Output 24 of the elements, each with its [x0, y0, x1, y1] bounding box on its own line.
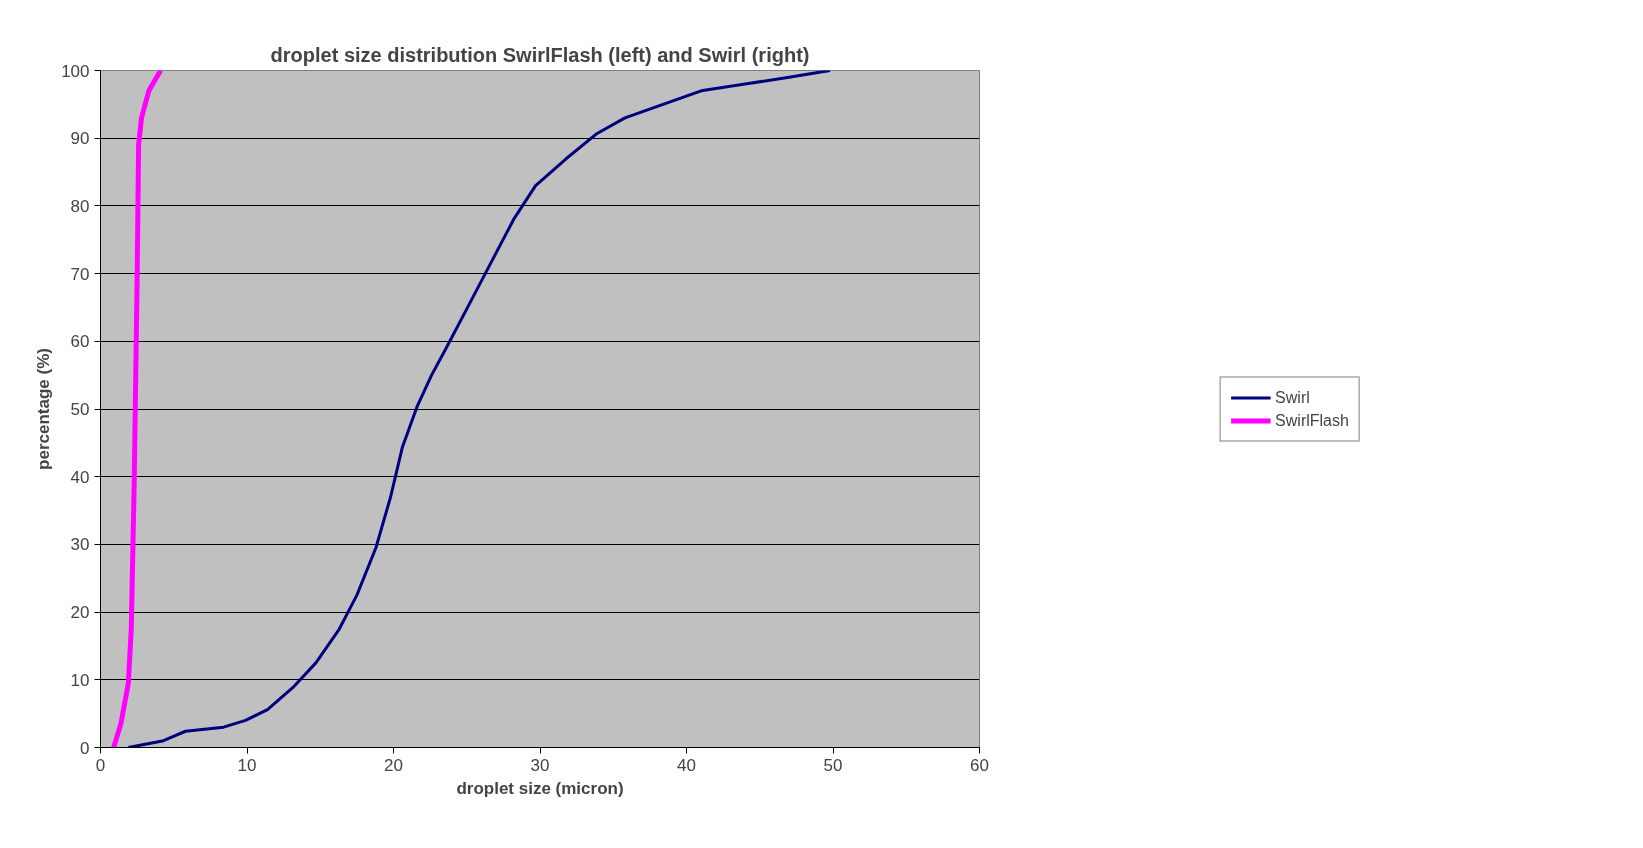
x-tick-label: 20	[384, 755, 403, 775]
y-tick-label: 20	[70, 603, 90, 623]
x-axis-title: droplet size (micron)	[456, 778, 624, 798]
legend-label: Swirl	[1275, 388, 1310, 406]
y-tick-label: 80	[70, 196, 90, 216]
y-tick-label: 0	[80, 738, 90, 758]
line-series	[126, 70, 832, 748]
y-tick-label: 50	[70, 400, 90, 419]
x-tick-label: 0	[95, 755, 106, 775]
y-tick-label: 30	[70, 535, 90, 555]
y-tick-label: 70	[70, 264, 90, 284]
legend-label: SwirlFlash	[1275, 411, 1349, 429]
y-axis-title: percentage (%)	[34, 348, 54, 470]
y-tick-label: 10	[70, 670, 90, 690]
x-tick-label: 30	[530, 755, 550, 775]
y-tick-label: 60	[70, 332, 90, 352]
x-tick-label: 60	[970, 755, 989, 775]
x-tick-label: 50	[823, 755, 843, 775]
y-tick-label: 40	[70, 467, 90, 487]
x-tick-label: 40	[677, 755, 696, 775]
chart-title: droplet size distribution SwirlFlash (left) and Swirl (right)	[270, 43, 810, 66]
y-tick-label: 90	[70, 129, 90, 149]
x-tick-label: 10	[237, 755, 257, 775]
y-tick-label: 100	[61, 61, 90, 81]
